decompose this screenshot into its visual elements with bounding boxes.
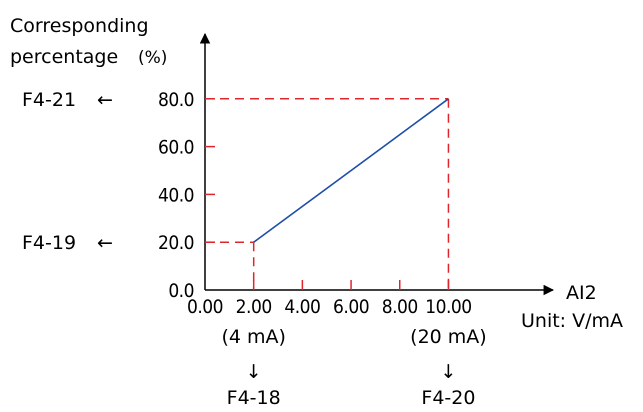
y-tick-label: 80.0: [158, 89, 194, 111]
y-low-param-label: F4-19: [22, 232, 76, 254]
x-tick-label: 2.00: [236, 296, 272, 318]
y-tick-label: 40.0: [158, 184, 194, 206]
y-tick-label: 60.0: [158, 137, 194, 159]
x-high-sub-label: (20 mA): [410, 326, 487, 348]
down-arrow-low: ↓: [246, 361, 262, 383]
y-tick-label: 20.0: [158, 232, 194, 254]
y-axis-title-line2: percentage: [10, 46, 118, 68]
down-arrow-high: ↓: [440, 361, 456, 383]
x-tick-label: 4.00: [284, 296, 320, 318]
x-tick-label: 8.00: [382, 296, 418, 318]
x-axis-title: AI2: [566, 282, 597, 304]
x-tick-label: 6.00: [333, 296, 369, 318]
x-low-param-label: F4-18: [227, 387, 281, 409]
left-arrow-low: ←: [97, 232, 113, 254]
x-low-sub-label: (4 mA): [221, 326, 285, 348]
x-tick-label: 10.00: [425, 296, 471, 318]
x-high-param-label: F4-20: [421, 387, 475, 409]
x-axis-unit: Unit: V/mA: [521, 310, 623, 332]
y-tick-label: 0.0: [168, 280, 194, 302]
y-axis-unit: (%): [138, 48, 167, 68]
y-high-param-label: F4-21: [22, 89, 76, 111]
x-tick-label: 0.00: [187, 296, 223, 318]
left-arrow-high: ←: [97, 89, 113, 111]
y-axis-title-line1: Corresponding: [10, 15, 149, 37]
series-line: [253, 98, 449, 243]
